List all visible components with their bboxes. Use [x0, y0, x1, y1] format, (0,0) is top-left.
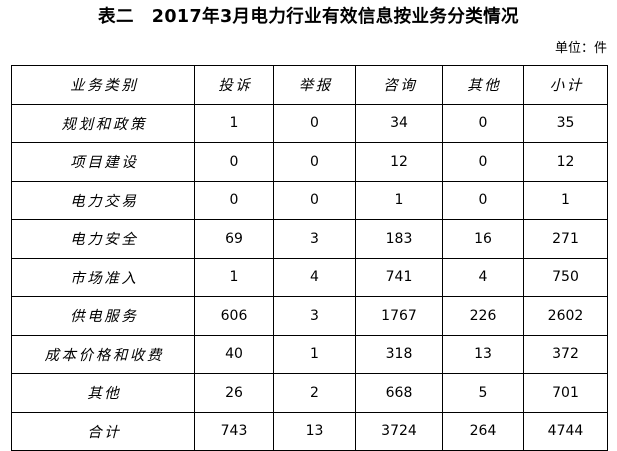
cell-consult: 741: [355, 257, 443, 297]
statistics-table: 业务类别 投诉 举报 咨询 其他 小计 规划和政策 1 0 34 0 35: [11, 65, 608, 451]
cell-other: 4: [442, 257, 524, 297]
cell-complaint: 0: [194, 180, 274, 220]
cell-other: 0: [442, 180, 524, 220]
cell-consult: 668: [355, 373, 443, 413]
cell-other: 226: [442, 296, 524, 336]
table-header-row: 业务类别 投诉 举报 咨询 其他 小计: [11, 65, 608, 105]
cell-subtotal: 35: [523, 103, 608, 143]
cell-subtotal: 372: [523, 334, 608, 374]
cell-report: 0: [273, 180, 356, 220]
cell-other: 0: [442, 103, 524, 143]
cell-subtotal: 701: [523, 373, 608, 413]
cell-complaint: 40: [194, 334, 274, 374]
table-row: 规划和政策 1 0 34 0 35: [11, 103, 608, 143]
cell-complaint: 26: [194, 373, 274, 413]
cell-other: 13: [442, 334, 524, 374]
cell-report: 3: [273, 296, 356, 336]
statistics-table-container: 业务类别 投诉 举报 咨询 其他 小计 规划和政策 1 0 34 0 35: [11, 65, 608, 451]
column-header-complaint: 投诉: [194, 65, 274, 105]
column-header-consult: 咨询: [355, 65, 443, 105]
cell-category: 成本价格和收费: [11, 334, 195, 374]
cell-category: 电力交易: [11, 180, 195, 220]
cell-subtotal: 750: [523, 257, 608, 297]
cell-consult: 183: [355, 219, 443, 259]
unit-note: 单位：件: [554, 41, 607, 56]
cell-other: 5: [442, 373, 524, 413]
column-header-subtotal: 小计: [523, 65, 608, 105]
cell-category: 市场准入: [11, 257, 195, 297]
cell-report: 4: [273, 257, 356, 297]
cell-subtotal: 2602: [523, 296, 608, 336]
cell-category: 合计: [11, 411, 195, 451]
cell-consult: 1767: [355, 296, 443, 336]
table-row: 供电服务 606 3 1767 226 2602: [11, 296, 608, 336]
cell-report: 1: [273, 334, 356, 374]
cell-consult: 12: [355, 142, 443, 182]
cell-report: 3: [273, 219, 356, 259]
table-body: 规划和政策 1 0 34 0 35 项目建设 0 0 12 0 12 电力交易: [11, 103, 608, 451]
cell-other: 0: [442, 142, 524, 182]
cell-category: 项目建设: [11, 142, 195, 182]
page-title: 表二 2017年3月电力行业有效信息按业务分类情况: [98, 7, 519, 27]
column-header-report: 举报: [273, 65, 356, 105]
cell-complaint: 743: [194, 411, 274, 451]
cell-report: 0: [273, 142, 356, 182]
cell-subtotal: 12: [523, 142, 608, 182]
cell-other: 264: [442, 411, 524, 451]
cell-complaint: 0: [194, 142, 274, 182]
cell-subtotal: 271: [523, 219, 608, 259]
cell-category: 供电服务: [11, 296, 195, 336]
cell-subtotal: 4744: [523, 411, 608, 451]
cell-report: 0: [273, 103, 356, 143]
table-row: 成本价格和收费 40 1 318 13 372: [11, 334, 608, 374]
cell-complaint: 1: [194, 257, 274, 297]
table-row-total: 合计 743 13 3724 264 4744: [11, 411, 608, 451]
table-row: 电力安全 69 3 183 16 271: [11, 219, 608, 259]
cell-category: 电力安全: [11, 219, 195, 259]
table-header: 业务类别 投诉 举报 咨询 其他 小计: [11, 65, 608, 105]
cell-report: 2: [273, 373, 356, 413]
cell-complaint: 606: [194, 296, 274, 336]
table-row: 项目建设 0 0 12 0 12: [11, 142, 608, 182]
cell-report: 13: [273, 411, 356, 451]
cell-other: 16: [442, 219, 524, 259]
cell-consult: 1: [355, 180, 443, 220]
cell-consult: 3724: [355, 411, 443, 451]
table-row: 电力交易 0 0 1 0 1: [11, 180, 608, 220]
column-header-other: 其他: [442, 65, 524, 105]
column-header-category: 业务类别: [11, 65, 195, 105]
table-row: 市场准入 1 4 741 4 750: [11, 257, 608, 297]
cell-category: 其他: [11, 373, 195, 413]
cell-consult: 34: [355, 103, 443, 143]
cell-subtotal: 1: [523, 180, 608, 220]
table-row: 其他 26 2 668 5 701: [11, 373, 608, 413]
cell-complaint: 1: [194, 103, 274, 143]
cell-category: 规划和政策: [11, 103, 195, 143]
cell-consult: 318: [355, 334, 443, 374]
cell-complaint: 69: [194, 219, 274, 259]
